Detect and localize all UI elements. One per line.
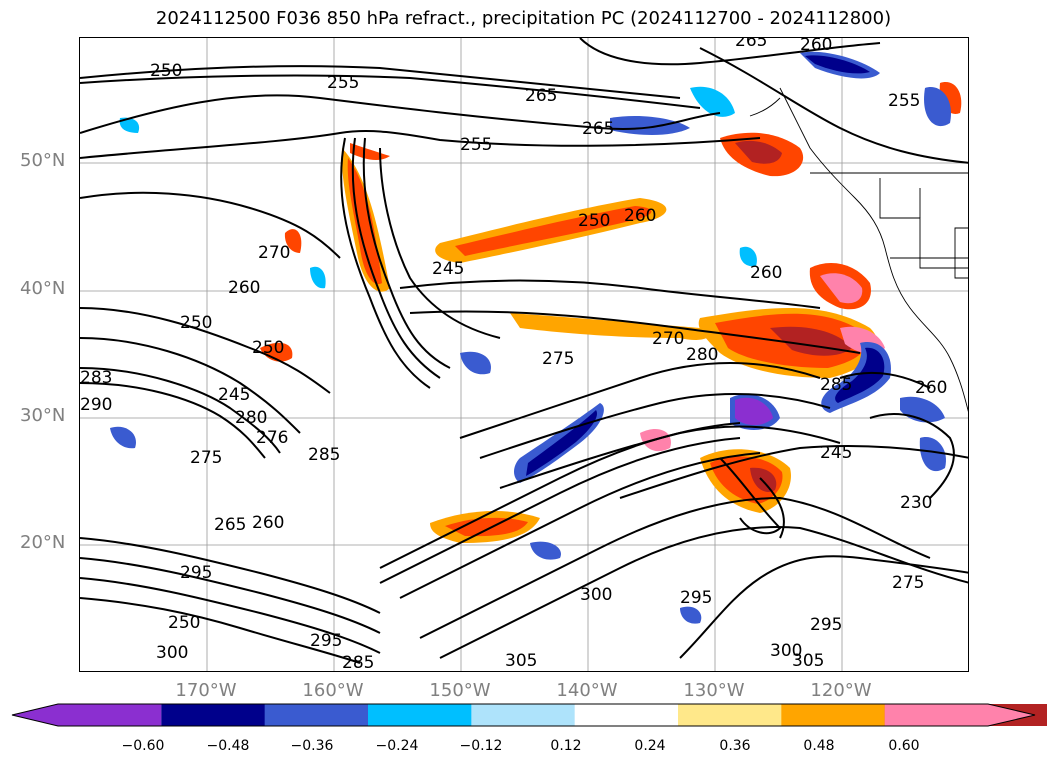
colorbar-segment — [12, 704, 162, 726]
contour-label: 275 — [892, 573, 924, 593]
contour-label: 265 — [735, 38, 767, 51]
refractivity-contours — [80, 38, 968, 664]
contour-label: 265 — [582, 119, 614, 139]
colorbar-tick: 0.12 — [550, 738, 582, 754]
contour-label: 255 — [327, 73, 359, 93]
contour-label: 260 — [915, 378, 947, 398]
colorbar-segment — [264, 704, 369, 726]
contour-label: 255 — [460, 135, 492, 155]
contour-label: 275 — [542, 349, 574, 369]
map-panel: 250 255 265 265 255 265 260 255 250 260 … — [79, 37, 969, 672]
colorbar-segment — [781, 704, 886, 726]
contour-label: 300 — [156, 643, 188, 663]
contour-label: 245 — [432, 259, 464, 279]
contour-label: 283 — [80, 368, 112, 388]
contour-label: 305 — [505, 651, 537, 671]
contour-label: 280 — [686, 345, 718, 365]
contour-label: 260 — [800, 38, 832, 55]
contour-label: 260 — [252, 513, 284, 533]
contour-label: 265 — [525, 86, 557, 106]
colorbar-tick: −0.12 — [459, 738, 503, 754]
lat-label-30n: 30°N — [20, 405, 66, 426]
contour-label: 290 — [80, 395, 112, 415]
colorbar-segment — [678, 704, 782, 726]
contour-label: 275 — [190, 448, 222, 468]
contour-label: 250 — [578, 211, 610, 231]
contour-label: 255 — [888, 91, 920, 111]
colorbar-tick: 0.60 — [888, 738, 920, 754]
contour-labels: 250 255 265 265 255 265 260 255 250 260 … — [80, 38, 947, 672]
contour-label: 250 — [168, 613, 200, 633]
colorbar-tick: −0.48 — [206, 738, 250, 754]
contour-label: 295 — [810, 615, 842, 635]
lon-label-140w: 140°W — [556, 680, 618, 701]
colorbar-segment — [161, 704, 266, 726]
coastlines — [749, 87, 968, 412]
contour-label: 295 — [680, 588, 712, 608]
lon-label-170w: 170°W — [175, 680, 237, 701]
contour-label: 295 — [180, 563, 212, 583]
contour-label: 245 — [820, 443, 852, 463]
contour-label: 285 — [308, 445, 340, 465]
lon-label-150w: 150°W — [429, 680, 491, 701]
map-canvas: 250 255 265 265 255 265 260 255 250 260 … — [80, 38, 968, 672]
lon-label-130w: 130°W — [683, 680, 745, 701]
colorbar-tick: −0.24 — [375, 738, 419, 754]
contour-label: 250 — [150, 61, 182, 81]
contour-label: 285 — [342, 653, 374, 672]
colorbar-segment — [884, 704, 1035, 726]
colorbar — [11, 703, 1047, 727]
colorbar-tick: −0.60 — [121, 738, 165, 754]
colorbar-tick: −0.36 — [290, 738, 334, 754]
contour-label: 260 — [624, 206, 656, 226]
contour-label: 270 — [258, 243, 290, 263]
contour-label: 285 — [820, 375, 852, 395]
contour-label: 276 — [256, 428, 288, 448]
colorbar-tick: 0.24 — [634, 738, 666, 754]
lon-label-120w: 120°W — [810, 680, 872, 701]
contour-label: 295 — [310, 631, 342, 651]
contour-label: 300 — [580, 585, 612, 605]
contour-label: 265 — [214, 515, 246, 535]
contour-label: 250 — [252, 338, 284, 358]
lat-label-40n: 40°N — [20, 278, 66, 299]
colorbar-tick: 0.36 — [719, 738, 751, 754]
lat-label-20n: 20°N — [20, 532, 66, 553]
lon-label-160w: 160°W — [302, 680, 364, 701]
contour-label: 230 — [900, 493, 932, 513]
contour-label: 260 — [750, 263, 782, 283]
colorbar-segment — [574, 704, 679, 726]
contour-label: 280 — [235, 408, 267, 428]
colorbar-segment — [368, 704, 472, 726]
colorbar-tick: 0.48 — [803, 738, 835, 754]
figure-title: 2024112500 F036 850 hPa refract., precip… — [155, 8, 892, 29]
contour-label: 270 — [652, 329, 684, 349]
contour-label: 300 — [770, 641, 802, 661]
lat-label-50n: 50°N — [20, 150, 66, 171]
contour-label: 260 — [228, 278, 260, 298]
contour-label: 245 — [218, 385, 250, 405]
contour-label: 250 — [180, 313, 212, 333]
colorbar-segment — [471, 704, 576, 726]
contour-label: 305 — [792, 651, 824, 671]
